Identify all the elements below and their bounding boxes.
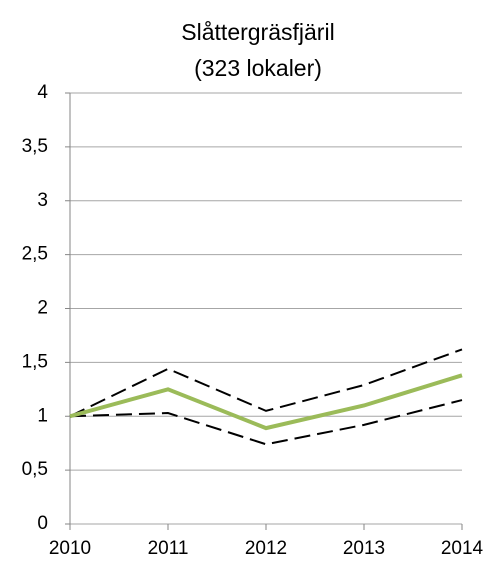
x-tick-label: 2012: [245, 538, 287, 559]
y-tick-label: 1,5: [22, 351, 48, 372]
y-tick-label: 2,5: [22, 244, 48, 265]
y-tick-label: 0,5: [22, 459, 48, 480]
y-tick-label: 3,5: [22, 136, 48, 157]
y-tick-label: 4: [37, 82, 48, 103]
chart-subtitle: (323 lokaler): [194, 55, 322, 81]
y-tick-label: 0: [37, 513, 48, 534]
chart-title: Slåttergräsfjäril: [181, 19, 334, 45]
x-tick-label: 2013: [343, 538, 385, 559]
confidence-line: [69, 348, 463, 418]
y-tick-label: 1: [37, 405, 48, 426]
y-tick-label: 2: [37, 298, 48, 319]
x-tick-label: 2011: [148, 538, 189, 559]
x-tick-label: 2014: [441, 538, 484, 559]
y-tick-label: 3: [37, 190, 48, 211]
trend-line: [69, 373, 463, 431]
x-tick-label: 2010: [49, 538, 91, 559]
confidence-line: [69, 399, 463, 446]
